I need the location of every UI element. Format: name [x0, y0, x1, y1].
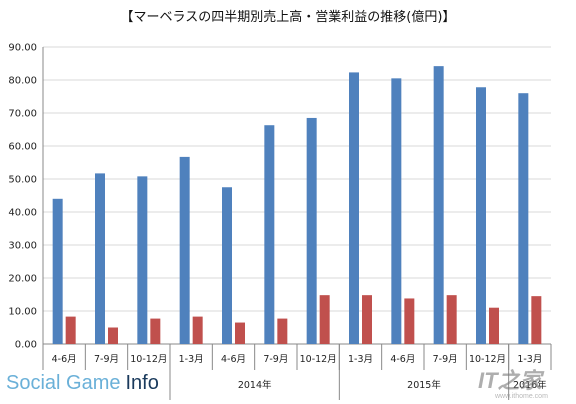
bar-series1 — [518, 93, 529, 344]
watermark-url: www.ithome.com — [494, 393, 548, 400]
bar-series1 — [52, 198, 63, 344]
bar-series1 — [391, 78, 402, 344]
bar-series2 — [192, 316, 203, 344]
x-category-label: 1-3月 — [348, 354, 373, 365]
bar-series2 — [150, 318, 161, 344]
x-category-label: 4-6月 — [52, 354, 77, 365]
x-category-label: 7-9月 — [94, 354, 119, 365]
bars-layer — [52, 66, 542, 345]
bar-series2 — [65, 316, 76, 344]
year-label: 2016年 — [513, 379, 547, 391]
x-category-label: 7-9月 — [433, 354, 458, 365]
watermark-text: IT之家 — [478, 368, 545, 393]
y-tick-label: 40.00 — [8, 208, 37, 219]
y-tick-label: 80.00 — [8, 76, 37, 87]
brand-logo-part2: Info — [126, 372, 159, 394]
bar-series1 — [476, 87, 486, 344]
y-tick-label: 10.00 — [8, 307, 37, 318]
axis-layer — [42, 47, 552, 400]
labels-layer: 0.00 10.00 20.00 30.00 40.00 50.00 60.00 70.00 8… — [8, 43, 547, 392]
bar-series2 — [531, 296, 542, 344]
year-label: 2015年 — [407, 379, 441, 391]
y-tick-label: 20.00 — [8, 274, 37, 285]
x-category-label: 1-3月 — [517, 354, 542, 365]
watermark: IT之家 www.ithome.com — [478, 368, 548, 400]
x-category-label: 7-9月 — [263, 354, 288, 365]
x-category-label: 4-6月 — [221, 354, 246, 365]
y-tick-label: 60.00 — [8, 142, 37, 153]
bar-series1 — [306, 117, 317, 344]
bar-series1 — [349, 72, 359, 344]
bar-series2 — [362, 295, 372, 344]
bar-series1 — [222, 187, 232, 344]
bar-series2 — [404, 298, 415, 344]
y-tick-label: 30.00 — [8, 241, 37, 252]
x-category-label: 10-12月 — [300, 354, 337, 365]
bar-series1 — [264, 125, 275, 345]
brand-logo: Social Game Info — [6, 372, 159, 394]
brand-logo-part1: Social Game — [6, 372, 121, 394]
year-label: 2014年 — [238, 379, 272, 391]
y-tick-label: 0.00 — [15, 340, 37, 351]
chart-title: 【マーベラスの四半期別売上高・営業利益の推移(億円)】 — [121, 9, 456, 25]
x-category-label: 1-3月 — [179, 354, 204, 365]
x-category-label: 4-6月 — [390, 354, 415, 365]
bar-series2 — [108, 327, 118, 344]
bar-series1 — [137, 176, 148, 344]
bar-series2 — [235, 322, 245, 344]
bar-series2 — [446, 295, 457, 344]
brand-logo-text: Social Game Info — [6, 372, 159, 394]
bar-series1 — [95, 173, 105, 344]
bar-series2 — [277, 318, 288, 344]
bar-series2 — [489, 307, 499, 344]
bar-series2 — [319, 295, 330, 344]
bar-series1 — [433, 66, 444, 344]
y-tick-label: 70.00 — [8, 109, 37, 120]
y-tick-label: 90.00 — [8, 43, 37, 54]
x-category-label: 10-12月 — [469, 354, 506, 365]
bar-series1 — [179, 156, 190, 344]
y-tick-label: 50.00 — [8, 175, 37, 186]
x-category-label: 10-12月 — [130, 354, 167, 365]
grid-layer — [43, 46, 551, 312]
